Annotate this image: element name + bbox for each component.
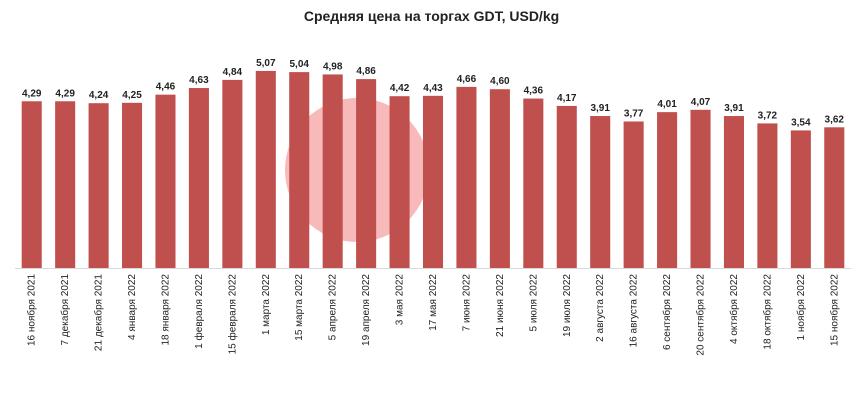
x-tick-label: 15 февраля 2022	[226, 274, 238, 355]
data-label: 3,62	[825, 114, 845, 125]
x-tick-label: 19 апреля 2022	[361, 274, 372, 346]
x-tick-label: 6 сентября 2022	[661, 274, 673, 350]
bar	[289, 72, 310, 268]
bar	[523, 98, 544, 268]
x-tick-label: 19 июля 2022	[562, 274, 573, 337]
data-label: 4,24	[89, 90, 109, 101]
data-label: 5,07	[256, 58, 276, 69]
bar	[188, 88, 209, 268]
data-label: 4,42	[390, 83, 410, 94]
bar	[556, 105, 577, 268]
bar	[623, 121, 644, 268]
bars-group	[21, 70, 845, 269]
bar	[757, 123, 778, 268]
data-label: 4,46	[156, 82, 176, 93]
data-label: 4,36	[524, 86, 544, 97]
data-label: 4,17	[557, 93, 577, 104]
data-label: 4,98	[323, 61, 343, 72]
bar	[690, 109, 711, 268]
data-label: 3,91	[590, 103, 610, 114]
x-tick-label: 15 марта 2022	[294, 274, 305, 341]
x-tick-label: 21 декабря 2021	[93, 274, 105, 352]
data-label: 4,01	[657, 99, 677, 110]
x-tick-label: 5 апреля 2022	[328, 274, 339, 341]
data-label: 4,66	[457, 74, 477, 85]
bar	[122, 102, 143, 268]
bar	[389, 96, 410, 268]
data-label: 4,86	[356, 66, 376, 77]
x-tick-label: 5 июля 2022	[528, 274, 539, 332]
data-label: 4,60	[490, 76, 510, 87]
bar	[255, 70, 276, 268]
bar	[456, 86, 477, 268]
x-tick-label: 20 сентября 2022	[695, 274, 707, 356]
data-label: 5,04	[290, 59, 310, 70]
bar	[356, 79, 377, 268]
data-label: 4,84	[223, 67, 243, 78]
data-label: 3,72	[758, 110, 778, 121]
x-tick-label: 4 января 2022	[127, 274, 138, 340]
x-tick-label: 16 августа 2022	[629, 274, 640, 348]
bar	[55, 101, 76, 268]
chart-title: Средняя цена на торгах GDT, USD/kg	[303, 8, 560, 24]
x-tick-label: 16 ноября 2021	[26, 274, 38, 346]
data-label: 4,43	[423, 83, 443, 94]
x-tick-label: 1 февраля 2022	[193, 274, 205, 349]
bar	[21, 101, 42, 268]
x-tick-label: 4 октября 2022	[728, 274, 740, 344]
x-tick-label: 15 ноября 2022	[828, 274, 840, 346]
bar	[322, 74, 343, 268]
x-tick-label: 7 июня 2022	[461, 274, 472, 332]
data-label: 3,91	[724, 103, 744, 114]
bar	[790, 130, 811, 268]
bar	[222, 79, 243, 268]
data-label: 4,29	[55, 88, 75, 99]
x-tick-label: 18 октября 2022	[761, 274, 773, 350]
bar	[590, 116, 611, 268]
x-tick-label: 3 мая 2022	[395, 274, 406, 326]
x-tick-label: 1 ноября 2022	[795, 274, 807, 341]
data-label: 3,54	[791, 117, 811, 128]
x-tick-label: 2 августа 2022	[595, 274, 606, 342]
data-label: 4,29	[22, 88, 42, 99]
category-labels-group: 16 ноября 2021 7 декабря 2021 21 декабря 2…	[26, 274, 841, 356]
x-tick-label: 1 марта 2022	[261, 274, 272, 336]
x-tick-label: 7 декабря 2021	[59, 274, 71, 346]
data-label: 3,77	[624, 108, 644, 119]
x-tick-label: 21 июня 2022	[495, 274, 506, 337]
bar	[422, 95, 444, 268]
data-label: 4,25	[122, 90, 142, 101]
bar	[88, 103, 109, 268]
bar	[723, 116, 744, 268]
bar	[155, 94, 176, 269]
bar	[489, 89, 510, 269]
value-labels-group: 4,29 4,29 4,24 4,25 4,46 4,63 4,84 5,07 5,04 4,98…	[22, 58, 844, 128]
bar	[657, 112, 678, 268]
x-tick-label: 17 мая 2022	[428, 274, 439, 331]
data-label: 4,07	[691, 97, 711, 108]
bar	[824, 127, 845, 268]
x-tick-label: 18 января 2022	[160, 274, 171, 346]
data-label: 4,63	[189, 75, 209, 86]
